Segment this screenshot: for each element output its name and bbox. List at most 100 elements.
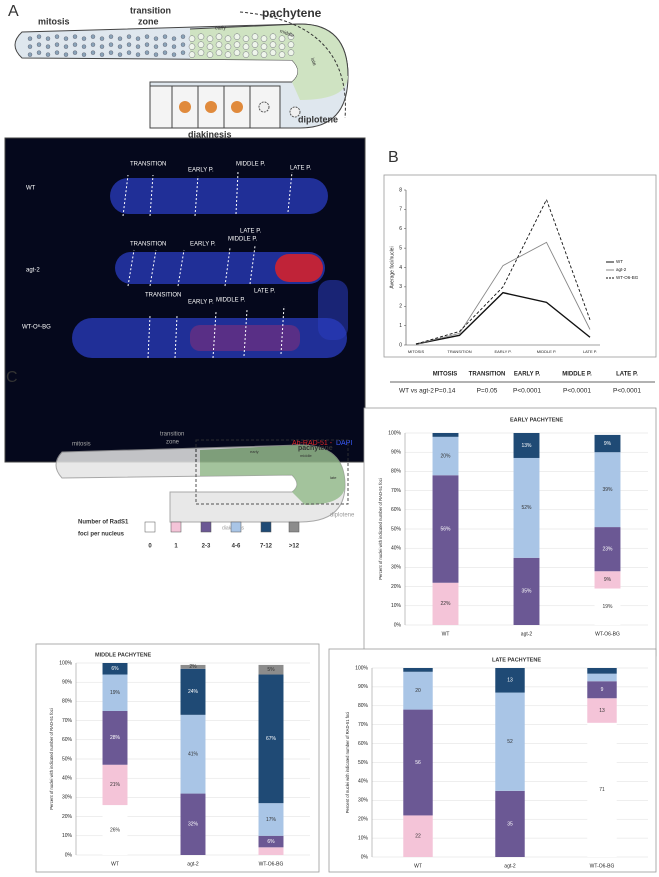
data-label: 23%	[602, 546, 613, 552]
nucleus	[126, 34, 132, 39]
legend-label: 0	[148, 544, 152, 550]
y-tick-label: 20%	[358, 817, 369, 823]
chart-frame	[383, 174, 657, 358]
nucleus	[54, 50, 60, 55]
legend-swatch	[260, 521, 272, 533]
y-axis-label: Percent of nuclei with indicated number …	[378, 478, 383, 580]
y-tick-label: 80%	[358, 703, 369, 709]
x-tick-label: MIDDLE P.	[537, 349, 557, 354]
nucleus	[135, 52, 141, 57]
micrograph	[4, 137, 366, 463]
nucleus	[287, 33, 295, 40]
y-tick-label: 3	[399, 284, 402, 290]
nucleus	[153, 52, 159, 57]
bar-segment	[180, 664, 206, 669]
bar-segment	[258, 664, 284, 675]
bar-segment	[102, 674, 128, 711]
bar-segment	[594, 452, 621, 528]
y-tick-label: 0%	[65, 852, 73, 858]
table-header: TRANSITION	[469, 372, 506, 378]
zone-label: TRANSITION	[130, 162, 166, 168]
zone-label: TRANSITION	[145, 293, 181, 299]
y-tick-label: 80%	[62, 699, 73, 705]
nucleus	[81, 36, 87, 41]
bar-segment	[594, 434, 621, 453]
bar-segment	[513, 433, 540, 458]
chart-title: EARLY PACHYTENE	[510, 417, 563, 423]
nucleus	[287, 41, 295, 48]
nucleus	[278, 43, 286, 50]
data-label: 41%	[188, 752, 199, 758]
y-tick-label: 30%	[391, 565, 402, 571]
bar-segment	[587, 722, 617, 857]
nucleus	[233, 49, 241, 56]
line-series	[415, 291, 591, 345]
nucleus	[251, 49, 259, 56]
data-label: 20	[415, 688, 421, 694]
x-tick-label: WT-O6-BG	[595, 631, 620, 637]
table-header: MIDDLE P.	[562, 372, 592, 378]
nucleus	[224, 43, 232, 50]
gonad-schematic-c	[55, 439, 349, 523]
nucleus	[206, 43, 214, 50]
data-label: 52%	[521, 505, 532, 511]
nucleus	[269, 33, 277, 40]
nucleus	[188, 51, 196, 58]
bar-segment	[180, 668, 206, 715]
nucleus	[36, 50, 42, 55]
y-tick-label: 1	[399, 323, 402, 329]
nucleus	[278, 35, 286, 42]
nucleus	[278, 51, 286, 58]
data-label: 56%	[440, 526, 451, 532]
y-axis-label: Percent of nuclei with indicated number …	[345, 712, 350, 814]
line-series	[415, 198, 591, 345]
bar-segment	[432, 582, 459, 625]
label: zone	[138, 16, 159, 26]
bar-segment	[495, 790, 525, 857]
nucleus	[144, 42, 150, 47]
nucleus	[99, 44, 105, 49]
y-tick-label: 40%	[358, 779, 369, 785]
nucleus	[242, 43, 250, 50]
nucleus	[36, 34, 42, 39]
x-tick-label: WT-O6-BG	[590, 863, 615, 869]
x-tick-label: LATE P.	[583, 349, 597, 354]
label: middle	[300, 453, 313, 458]
nucleus	[72, 42, 78, 47]
nucleus	[233, 41, 241, 48]
bar-segment	[403, 815, 433, 857]
bar-segment	[587, 698, 617, 723]
legend-label: 7-12	[260, 544, 273, 550]
data-label: 52	[507, 739, 513, 745]
bar-segment	[258, 835, 284, 848]
table-cell: P=0.05	[477, 388, 498, 395]
nucleus	[81, 52, 87, 57]
nucleus	[269, 41, 277, 48]
bar-segment	[180, 793, 206, 855]
nucleus	[188, 35, 196, 42]
nucleus	[233, 33, 241, 40]
data-label: 9%	[604, 441, 612, 447]
data-label: 56	[415, 760, 421, 766]
label: early	[215, 25, 226, 31]
y-tick-label: 0%	[394, 622, 402, 628]
legend-label: WT-O6-BG	[616, 275, 639, 280]
bar-segment	[495, 668, 525, 693]
y-tick-label: 2	[399, 304, 402, 310]
nucleus	[242, 51, 250, 58]
nucleus	[260, 51, 268, 58]
nucleus	[27, 36, 33, 41]
legend-label: WT	[616, 259, 623, 264]
bar-segment	[594, 527, 621, 572]
x-tick-label: TRANSITION	[447, 349, 471, 354]
nucleus	[90, 50, 96, 55]
legend-title: Number of RadS1	[78, 520, 129, 526]
data-label: 22%	[440, 601, 451, 607]
y-tick-label: 50%	[358, 760, 369, 766]
nucleus	[206, 51, 214, 58]
chart-title: LATE PACHYTENE	[492, 657, 541, 663]
data-label: 28%	[110, 735, 121, 741]
y-tick-label: 10%	[62, 833, 73, 839]
y-tick-label: 60%	[358, 741, 369, 747]
x-tick-label: WT-O6-BG	[259, 861, 284, 867]
